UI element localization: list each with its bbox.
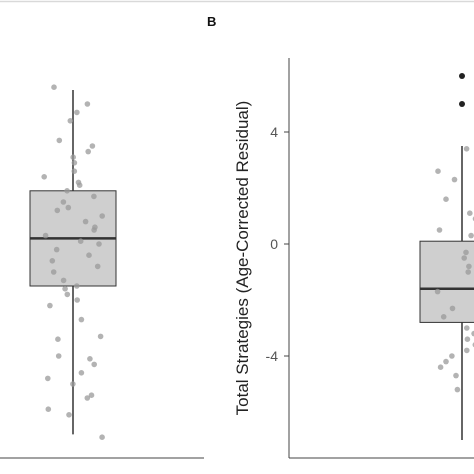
outlier-point — [459, 101, 465, 107]
y-tick-label: 4 — [270, 124, 278, 140]
data-point — [45, 406, 52, 413]
data-point — [82, 218, 89, 225]
data-point — [53, 246, 60, 253]
data-point — [56, 137, 63, 144]
data-point — [50, 269, 57, 275]
data-point — [87, 356, 93, 362]
data-point — [443, 196, 449, 202]
data-point — [464, 347, 470, 354]
data-point — [91, 361, 97, 368]
data-point — [65, 204, 72, 211]
data-point — [94, 263, 101, 270]
y-tick-label: 0 — [270, 236, 278, 252]
data-point — [47, 302, 53, 309]
data-point — [71, 160, 78, 166]
data-point — [437, 364, 444, 371]
data-point — [60, 199, 67, 205]
data-point — [70, 154, 76, 160]
data-point — [70, 381, 76, 387]
data-point — [89, 143, 96, 149]
data-point — [435, 168, 441, 174]
data-point — [67, 118, 74, 124]
data-point — [71, 168, 78, 174]
data-point — [464, 336, 471, 343]
data-point — [464, 325, 470, 331]
data-point — [463, 249, 469, 256]
data-point — [64, 188, 70, 194]
data-point — [77, 238, 84, 244]
data-point — [449, 353, 455, 359]
data-point — [78, 316, 85, 323]
data-point — [74, 283, 80, 289]
panel-b: B Total Strategies (Age-Corrected Residu… — [207, 14, 474, 459]
data-point — [451, 176, 458, 183]
data-point — [436, 227, 443, 233]
data-point — [85, 148, 91, 155]
data-point — [41, 174, 47, 180]
panel-a — [0, 84, 204, 459]
data-point — [453, 372, 459, 379]
data-point — [60, 277, 67, 284]
data-point — [454, 386, 461, 393]
data-point — [84, 395, 91, 401]
data-point — [54, 207, 61, 214]
data-point — [42, 232, 49, 239]
data-point — [88, 392, 95, 399]
data-point — [471, 330, 474, 337]
panel-b-y-axis-label: Total Strategies (Age-Corrected Residual… — [233, 101, 252, 416]
data-point — [443, 358, 449, 365]
data-point — [66, 412, 72, 418]
data-point — [64, 291, 71, 298]
data-point — [84, 101, 91, 107]
data-point — [74, 297, 80, 303]
panel-b-points — [434, 146, 474, 393]
data-point — [466, 263, 472, 270]
data-point — [467, 210, 473, 216]
panel-b-y-ticks: 4 0 -4 — [266, 124, 289, 364]
outlier-point — [459, 73, 465, 79]
panel-b-outliers — [459, 73, 465, 107]
data-point — [78, 370, 85, 376]
panel-b-box — [419, 240, 474, 323]
data-point — [76, 182, 83, 188]
data-point — [463, 146, 470, 152]
data-point — [99, 434, 105, 441]
panel-a-points — [41, 84, 105, 441]
data-point — [49, 258, 56, 264]
panel-label-b: B — [207, 14, 216, 29]
data-point — [97, 333, 104, 340]
data-point — [434, 288, 441, 295]
data-point — [449, 305, 456, 312]
data-point — [45, 375, 51, 382]
y-tick-label: -4 — [266, 348, 279, 364]
data-point — [96, 241, 102, 247]
data-point — [55, 353, 62, 359]
data-point — [86, 252, 92, 258]
data-point — [91, 193, 97, 200]
data-point — [51, 84, 57, 90]
data-point — [465, 269, 472, 275]
data-point — [99, 213, 105, 219]
data-point — [468, 232, 474, 239]
data-point — [74, 109, 80, 116]
data-point — [91, 227, 97, 233]
data-point — [440, 314, 447, 320]
data-point — [55, 336, 61, 343]
data-point — [62, 286, 68, 292]
data-point — [461, 255, 468, 261]
